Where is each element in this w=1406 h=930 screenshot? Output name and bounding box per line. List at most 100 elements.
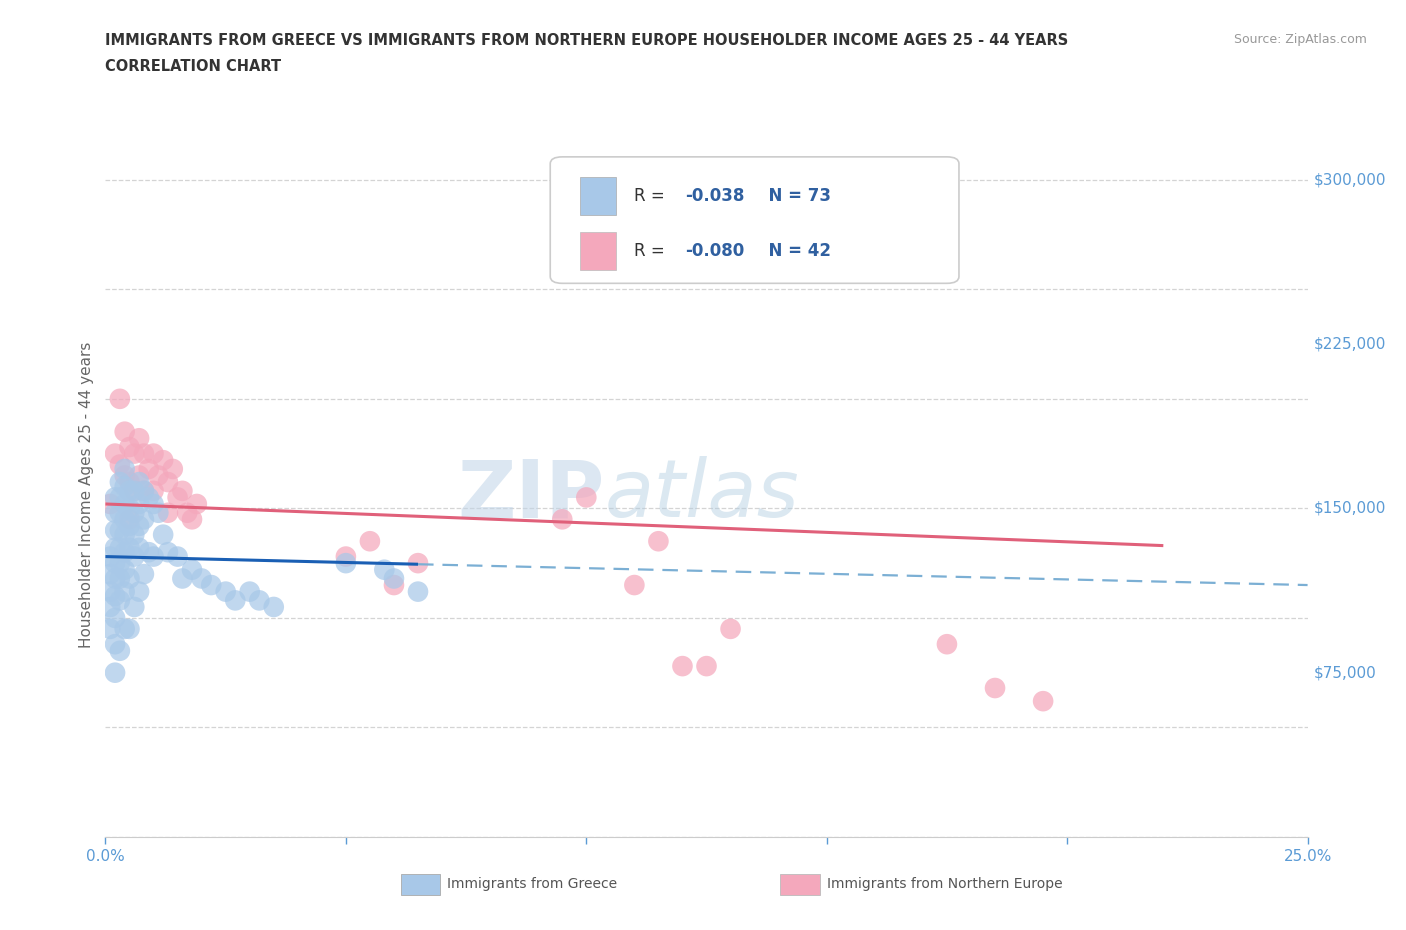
Point	[128, 518, 150, 533]
Point	[118, 540, 141, 555]
Point	[156, 545, 179, 560]
Text: R =: R =	[634, 187, 671, 206]
Point	[138, 461, 160, 476]
Point	[128, 474, 150, 489]
Point	[359, 534, 381, 549]
Text: $300,000: $300,000	[1313, 172, 1386, 187]
Point	[114, 545, 136, 560]
Point	[176, 505, 198, 520]
Point	[124, 505, 146, 520]
Point	[108, 571, 131, 586]
Point	[156, 505, 179, 520]
Point	[575, 490, 598, 505]
Point	[263, 600, 285, 615]
Point	[118, 440, 141, 455]
Point	[108, 593, 131, 608]
Text: N = 42: N = 42	[756, 242, 831, 259]
Point	[406, 556, 429, 571]
Point	[128, 468, 150, 483]
Point	[132, 512, 155, 526]
Point	[108, 505, 131, 520]
Point	[335, 549, 357, 564]
Text: Source: ZipAtlas.com: Source: ZipAtlas.com	[1233, 33, 1367, 46]
Point	[247, 593, 270, 608]
Point	[172, 571, 194, 586]
Point	[152, 527, 174, 542]
Point	[138, 490, 160, 505]
Point	[186, 497, 208, 512]
Point	[104, 540, 127, 555]
Point	[114, 424, 136, 439]
Point	[551, 512, 574, 526]
Point	[142, 549, 165, 564]
Point	[406, 584, 429, 599]
Point	[114, 621, 136, 636]
Point	[132, 484, 155, 498]
Point	[108, 458, 131, 472]
Point	[118, 512, 141, 526]
Point	[114, 512, 136, 526]
Point	[98, 497, 121, 512]
Point	[108, 556, 131, 571]
Point	[335, 556, 357, 571]
Point	[104, 556, 127, 571]
Point	[214, 584, 236, 599]
Bar	[581, 232, 616, 270]
Point	[118, 474, 141, 489]
Point	[108, 490, 131, 505]
Text: $150,000: $150,000	[1313, 501, 1386, 516]
Point	[138, 545, 160, 560]
Point	[114, 584, 136, 599]
Point	[132, 566, 155, 581]
Text: N = 73: N = 73	[756, 187, 831, 206]
Point	[98, 600, 121, 615]
Y-axis label: Householder Income Ages 25 - 44 years: Householder Income Ages 25 - 44 years	[79, 342, 94, 648]
Point	[124, 446, 146, 461]
Text: $225,000: $225,000	[1313, 337, 1386, 352]
Text: CORRELATION CHART: CORRELATION CHART	[105, 59, 281, 73]
Text: $75,000: $75,000	[1313, 665, 1376, 680]
Point	[148, 468, 170, 483]
Point	[108, 644, 131, 658]
Point	[142, 446, 165, 461]
Point	[104, 446, 127, 461]
Bar	[581, 178, 616, 215]
Point	[984, 681, 1007, 696]
Point	[382, 571, 405, 586]
Text: R =: R =	[634, 242, 671, 259]
Point	[98, 621, 121, 636]
Point	[1032, 694, 1054, 709]
Point	[124, 484, 146, 498]
Point	[108, 474, 131, 489]
Point	[156, 474, 179, 489]
Point	[128, 431, 150, 445]
Point	[128, 540, 150, 555]
Point	[104, 523, 127, 538]
Point	[128, 584, 150, 599]
Point	[104, 637, 127, 652]
Point	[142, 497, 165, 512]
Point	[118, 484, 141, 498]
Point	[104, 610, 127, 625]
Point	[142, 484, 165, 498]
Point	[239, 584, 262, 599]
FancyBboxPatch shape	[550, 157, 959, 284]
Point	[124, 527, 146, 542]
Point	[98, 549, 121, 564]
Point	[671, 658, 693, 673]
Point	[118, 621, 141, 636]
Point	[104, 505, 127, 520]
Point	[104, 571, 127, 586]
Text: -0.038: -0.038	[685, 187, 744, 206]
Point	[200, 578, 222, 592]
Point	[152, 453, 174, 468]
Point	[936, 637, 959, 652]
Text: IMMIGRANTS FROM GREECE VS IMMIGRANTS FROM NORTHERN EUROPE HOUSEHOLDER INCOME AGE: IMMIGRANTS FROM GREECE VS IMMIGRANTS FRO…	[105, 33, 1069, 47]
Point	[190, 571, 212, 586]
Point	[104, 589, 127, 604]
Point	[382, 578, 405, 592]
Point	[132, 446, 155, 461]
Point	[148, 505, 170, 520]
Point	[114, 497, 136, 512]
Point	[98, 566, 121, 581]
